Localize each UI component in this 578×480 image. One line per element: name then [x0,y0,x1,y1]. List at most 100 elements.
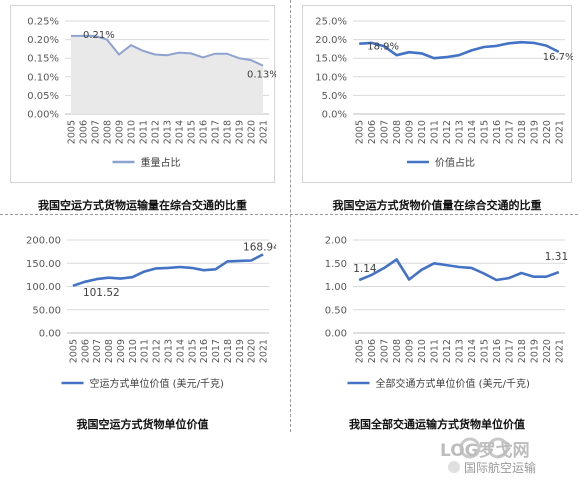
x-tick-label: 2005 [355,339,366,363]
legend-label: 空运方式单位价值 (美元/千克) [90,377,224,390]
x-tick-label: 2006 [80,339,91,363]
x-tick-label: 2014 [175,120,186,144]
x-tick-label: 2016 [199,339,210,363]
x-tick-label: 2018 [517,339,528,363]
y-tick-label: 1.50 [325,259,347,270]
chart-frame: 0.0% 5.0% 10.0% 15.0% 20.0% 25.0% 2005 2006 2007… [302,5,575,183]
chart-frame: 0.00 0.50 1.00 1.50 2.00 2005 2006 2007 2008 2009… [302,224,572,396]
x-tick-label: 2016 [492,339,503,363]
x-tick-label: 2009 [405,120,416,144]
legend-label: 重量占比 [141,156,181,169]
series-line [358,258,560,282]
series-area [71,35,263,114]
x-tick-label: 2010 [128,339,139,363]
x-tick-label: 2010 [417,120,428,144]
x-tick-label: 2019 [529,120,540,144]
data-label-last: 0.13% [247,70,276,81]
x-tick-label: 2015 [187,120,198,144]
x-tick-label: 2020 [247,339,258,363]
y-tick-label: 0.0% [322,110,347,121]
x-tick-label: 2014 [467,120,478,144]
wechat-icon [448,461,460,473]
x-tick-label: 2013 [164,339,175,363]
x-tick-label: 2020 [542,120,553,144]
chart-all-unit-value: 0.00 0.50 1.00 1.50 2.00 2005 2006 2007 2008 2009… [325,236,568,391]
x-tick-label: 2009 [115,120,126,144]
x-tick-label: 2018 [223,120,234,144]
x-tick-label: 2016 [492,120,503,144]
y-tick-label: 10.0% [315,72,347,83]
chart-caption: 我国空运方式货物单位价值 [76,418,209,431]
x-tick-label: 2005 [67,120,78,144]
chart-frame: 0.00% 0.05% 0.10% 0.15% 0.20% 0.25% 2005 2006 20… [10,5,279,183]
data-label-first: 18.9% [367,42,399,53]
x-tick-label: 2021 [554,339,565,363]
y-tick-label: 150.00 [26,259,61,270]
x-tick-label: 2012 [151,120,162,144]
x-tick-label: 2008 [104,339,115,363]
x-tick-label: 2019 [529,339,540,363]
chart-weight-share: 0.00%0.05%0.10%0.15%0.20%0.25%2005 2006 20… [27,17,279,170]
x-tick-label: 2014 [467,339,478,363]
x-tick-label: 2020 [542,339,553,363]
x-tick-label: 2018 [517,120,528,144]
chart-value-share: 0.0% 5.0% 10.0% 15.0% 20.0% 25.0% 2005 2006 2007… [315,17,574,170]
y-tick-label: 0.10% [27,72,59,83]
y-tick-label: 0.50 [325,305,347,316]
x-tick-label: 2012 [152,339,163,363]
watermark: LOG罗戈网 国际航空运输 [440,436,574,476]
y-tick-label: 0.00 [39,329,61,340]
x-tick-label: 2013 [455,339,466,363]
x-tick-label: 2015 [479,120,490,144]
watermark-logo-text: LOG罗戈网 [440,440,530,461]
x-tick-label: 2007 [380,339,391,363]
x-tick-label: 2021 [259,339,270,363]
chart-frame: 0.00 50.00 100.00 150.00 200.00 2005 2006 2007 2… [10,224,280,396]
x-tick-label: 2021 [259,120,270,144]
watermark-subtitle: 国际航空运输 [464,460,536,475]
x-tick-label: 2009 [405,339,416,363]
y-tick-label: 20.0% [315,35,347,46]
legend-label: 价值占比 [435,156,475,169]
y-tick-label: 5.0% [322,91,347,102]
x-tick-label: 2007 [92,339,103,363]
x-tick-label: 2011 [430,339,441,363]
logo-ring-icon [487,437,509,459]
legend-label: 全部交通方式单位价值 (美元/千克) [376,377,530,390]
x-tick-label: 2017 [504,120,515,144]
x-tick-label: 2015 [479,339,490,363]
data-label-first: 1.14 [353,263,377,275]
watermark-logo: LOG罗戈网 国际航空运输 [440,437,536,475]
y-tick-label: 200.00 [26,236,61,247]
x-tick-label: 2017 [504,339,515,363]
y-tick-label: 2.00 [325,236,347,247]
x-tick-label: 2014 [175,339,186,363]
x-tick-label: 2013 [455,120,466,144]
x-tick-label: 2019 [235,339,246,363]
x-tick-label: 2010 [417,339,428,363]
x-tick-label: 2011 [140,339,151,363]
y-tick-label: 1.00 [325,282,347,293]
x-tick-label: 2020 [247,120,258,144]
chart-caption: 我国空运方式货物运输量在综合交通的比重 [38,199,247,212]
x-tick-label: 2011 [430,120,441,144]
y-tick-label: 0.15% [27,54,59,65]
x-tick-label: 2010 [127,120,138,144]
x-tick-label: 2008 [103,120,114,144]
x-tick-label: 2017 [211,339,222,363]
y-tick-label: 100.00 [26,282,61,293]
logo-ring-icon [459,437,481,459]
y-tick-label: 0.05% [27,91,59,102]
chart-caption: 我国全部交通运输方式货物单位价值 [349,418,525,431]
x-tick-label: 2019 [235,120,246,144]
x-tick-label: 2018 [223,339,234,363]
y-tick-label: 0.20% [27,35,59,46]
x-tick-label: 2006 [79,120,90,144]
x-tick-label: 2012 [442,120,453,144]
horizontal-divider [0,214,578,215]
x-tick-label: 2007 [380,120,391,144]
x-tick-label: 2006 [367,120,378,144]
data-label-first: 0.21% [83,30,115,41]
x-tick-label: 2016 [199,120,210,144]
x-tick-label: 2012 [442,339,453,363]
